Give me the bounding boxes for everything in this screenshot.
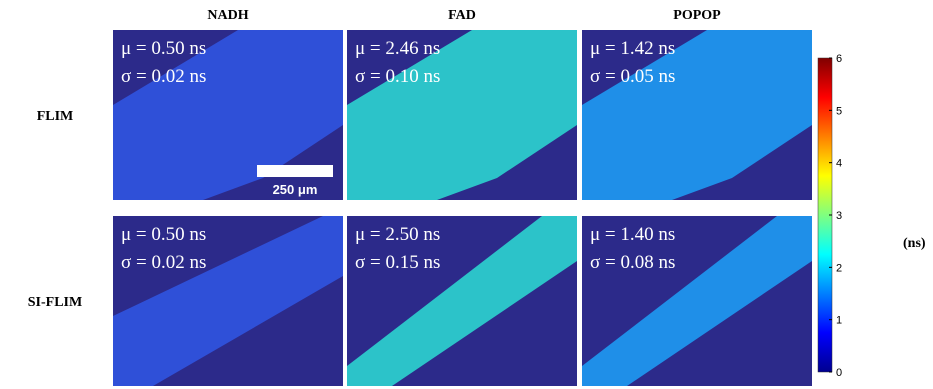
- std-label: σ = 0.10 ns: [355, 66, 440, 87]
- column-header: FAD: [448, 8, 476, 23]
- colorbar-tick-label: 6: [836, 53, 842, 65]
- colorbar-tick-label: 1: [836, 315, 842, 327]
- mean-label: μ = 1.42 ns: [590, 38, 675, 59]
- colorbar-tick-label: 0: [836, 367, 842, 379]
- std-label: σ = 0.02 ns: [121, 66, 206, 87]
- std-label: σ = 0.02 ns: [121, 252, 206, 273]
- std-label: σ = 0.05 ns: [590, 66, 675, 87]
- colorbar-tick-label: 5: [836, 105, 842, 117]
- column-header: POPOP: [673, 8, 721, 23]
- std-label: σ = 0.15 ns: [355, 252, 440, 273]
- colorbar-tick-label: 2: [836, 262, 842, 274]
- colorbar-tick-label: 4: [836, 158, 842, 170]
- row-label: SI-FLIM: [28, 295, 82, 310]
- mean-label: μ = 2.46 ns: [355, 38, 440, 59]
- colorbar-tick-label: 3: [836, 210, 842, 222]
- mean-label: μ = 0.50 ns: [121, 224, 206, 245]
- figure: NADH FAD POPOP FLIM μ = 0.50 ns σ = 0.02 ns μ …: [0, 0, 933, 389]
- std-label: σ = 0.08 ns: [590, 252, 675, 273]
- scale-bar: [257, 165, 333, 177]
- scale-bar-label: 250 μm: [273, 182, 318, 197]
- column-header: NADH: [207, 8, 248, 23]
- row-label: FLIM: [37, 109, 74, 124]
- mean-label: μ = 2.50 ns: [355, 224, 440, 245]
- mean-label: μ = 0.50 ns: [121, 38, 206, 59]
- mean-label: μ = 1.40 ns: [590, 224, 675, 245]
- colorbar-unit: (ns): [903, 236, 926, 251]
